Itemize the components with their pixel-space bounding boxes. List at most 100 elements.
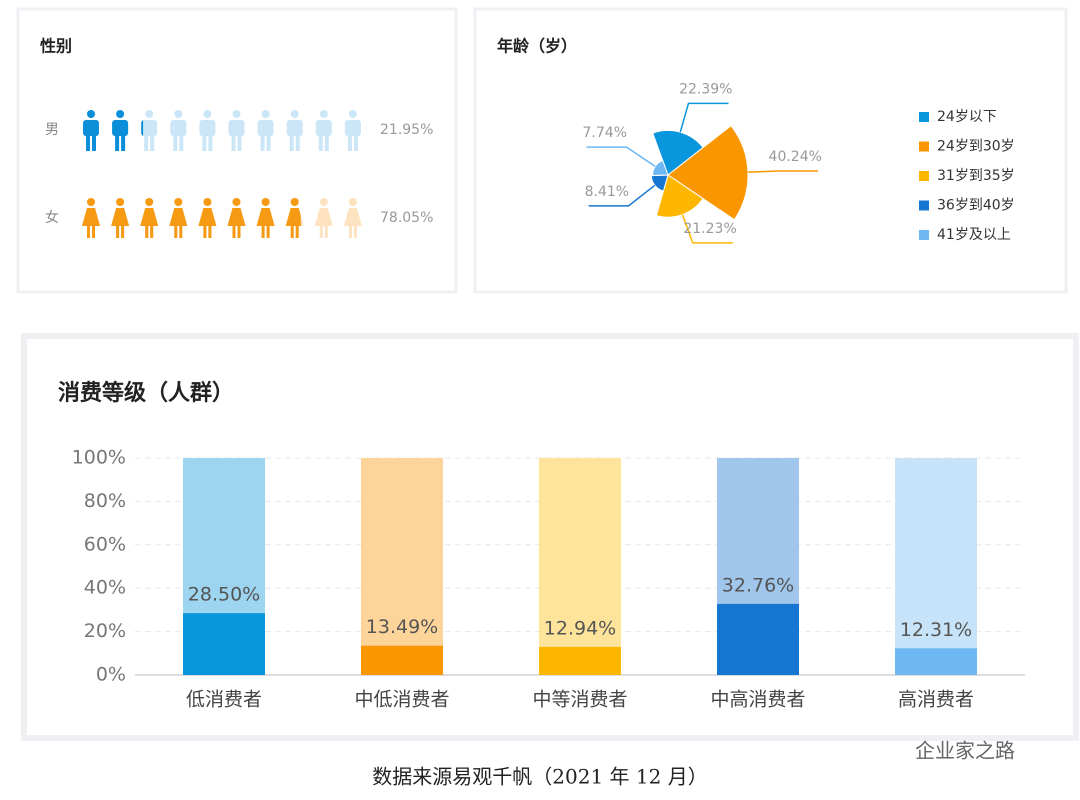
x-tick-label: 中等消费者 [532,689,627,711]
icon-body [112,120,129,136]
legend-label: 36岁到40岁 [937,198,1015,214]
y-tick-label: 40% [84,577,126,599]
value-label: 12.94% [544,617,616,639]
icon-empty [228,110,245,151]
rose-slice [650,174,669,192]
leader-line [586,146,656,168]
icon-body [314,208,333,226]
icon-leg [208,135,213,151]
icon-leg [289,135,294,151]
icon-body [344,120,361,136]
icon-leg [237,135,242,151]
icon-body [111,208,130,226]
icon-filled [141,120,144,136]
icon-leg [353,226,357,238]
icon-leg [324,135,329,151]
icon-leg [347,135,352,151]
bar-background [539,458,621,675]
icon-empty [141,110,158,151]
icon-leg [121,226,125,238]
icon-body [257,120,274,136]
legend-swatch [919,230,929,240]
icon-leg [202,135,207,151]
icon-head [348,110,357,118]
icon-head [87,110,95,118]
icon-head [232,110,241,118]
icon-filled [82,198,100,238]
icon-leg [150,135,155,151]
icon-body [198,208,217,226]
icon-head [319,110,328,118]
legend-label: 24岁到30岁 [937,139,1015,155]
icon-leg [87,226,90,238]
icon-body [83,120,99,136]
x-tick-label: 低消费者 [186,689,262,711]
legend-label: 41岁及以上 [937,227,1011,243]
icon-body [343,208,362,226]
icon-leg [179,135,184,151]
icon-leg [121,135,126,151]
gender-panel [16,7,458,294]
icon-leg [290,226,294,238]
icon-leg [324,226,328,238]
value-label: 22.39% [679,81,732,97]
bar [895,648,977,675]
icon-filled [169,198,188,238]
icon-head [290,198,299,206]
value-label: 21.95% [380,122,433,138]
value-label: 40.24% [769,149,822,165]
icon-empty [170,110,187,151]
icon-leg [92,135,96,151]
icon-leg [231,135,236,151]
y-tick-label: 80% [84,490,126,512]
icon-body [141,120,158,136]
icon-body [169,208,188,226]
icon-head [87,198,95,206]
icon-empty [314,198,333,238]
bar [183,613,265,675]
icon-leg [86,135,90,151]
icon-head [174,110,183,118]
y-tick-label: 100% [72,447,126,469]
bar [717,603,799,675]
icon-empty [343,198,362,238]
icon-leg [174,226,178,238]
bar [539,646,621,675]
value-label: 32.76% [722,574,794,596]
x-tick-label: 高消费者 [898,689,974,711]
icon-filled [83,110,99,151]
icon-head [290,110,299,118]
icon-filled [140,198,159,238]
icon-head [348,198,357,206]
icon-leg [144,135,149,151]
leader-line [747,170,818,173]
icon-leg [116,226,120,238]
chart-title: 消费等级（人群） [58,380,234,406]
watermark: 企业家之路 [915,739,1015,763]
y-tick-label: 60% [84,533,126,555]
icon-leg [348,226,352,238]
icon-leg [145,226,149,238]
icon-body [140,208,159,226]
icon-body [315,120,332,136]
icon-filled [227,198,246,238]
icon-head [261,198,270,206]
bar-background [361,458,443,675]
chart-title: 性别 [40,37,72,56]
icon-filled [111,198,130,238]
icon-body [286,120,303,136]
age-panel [473,7,1068,294]
icon-body [256,208,275,226]
icon-body [285,208,301,226]
icon-head [203,110,212,118]
legend-swatch [919,141,929,152]
icon-head [145,110,154,118]
icon-filled [112,110,129,151]
x-tick-label: 中高消费者 [710,689,805,711]
value-label: 12.31% [900,619,972,641]
icon-body [228,120,245,136]
icon-leg [173,135,178,151]
icon-leg [261,226,265,238]
icon-leg [208,226,212,238]
